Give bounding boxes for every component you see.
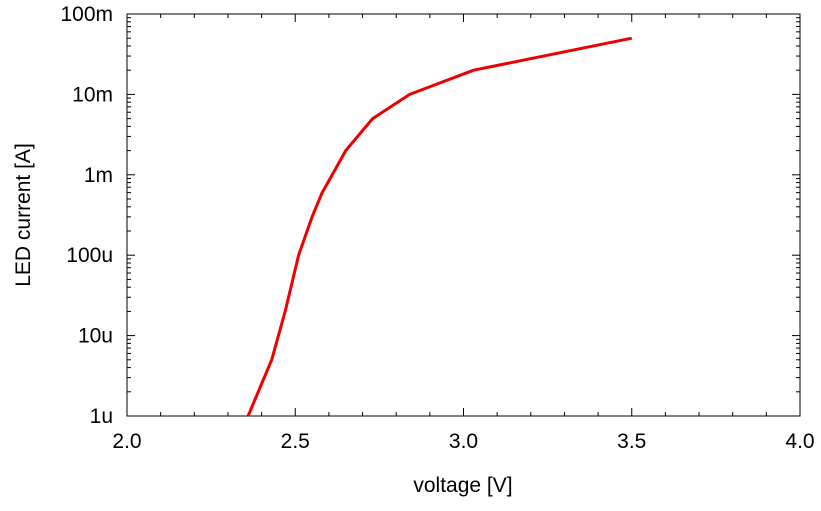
x-tick-label: 3.0 <box>449 430 478 453</box>
series-group <box>246 36 633 417</box>
x-axis-label: voltage [V] <box>413 474 512 497</box>
x-tick-label: 2.5 <box>281 430 310 453</box>
y-axis-label: LED current [A] <box>12 143 35 287</box>
y-tick-label: 1u <box>90 405 113 428</box>
y-tick-label: 100m <box>60 3 113 26</box>
y-tick-label: 100u <box>66 244 113 267</box>
series-line <box>246 36 633 417</box>
y-tick-label: 1m <box>84 164 113 187</box>
y-tick-label: 10m <box>72 83 113 106</box>
ticks-group <box>126 13 801 417</box>
x-tick-label: 3.5 <box>617 430 646 453</box>
y-tick-label: 10u <box>78 325 113 348</box>
x-tick-label: 2.0 <box>112 430 141 453</box>
tick-labels-group: 2.0 2.5 3.0 3.5 4.0 1u 10u 100u 1m 10m 100m <box>60 3 814 453</box>
x-tick-label: 4.0 <box>785 430 814 453</box>
